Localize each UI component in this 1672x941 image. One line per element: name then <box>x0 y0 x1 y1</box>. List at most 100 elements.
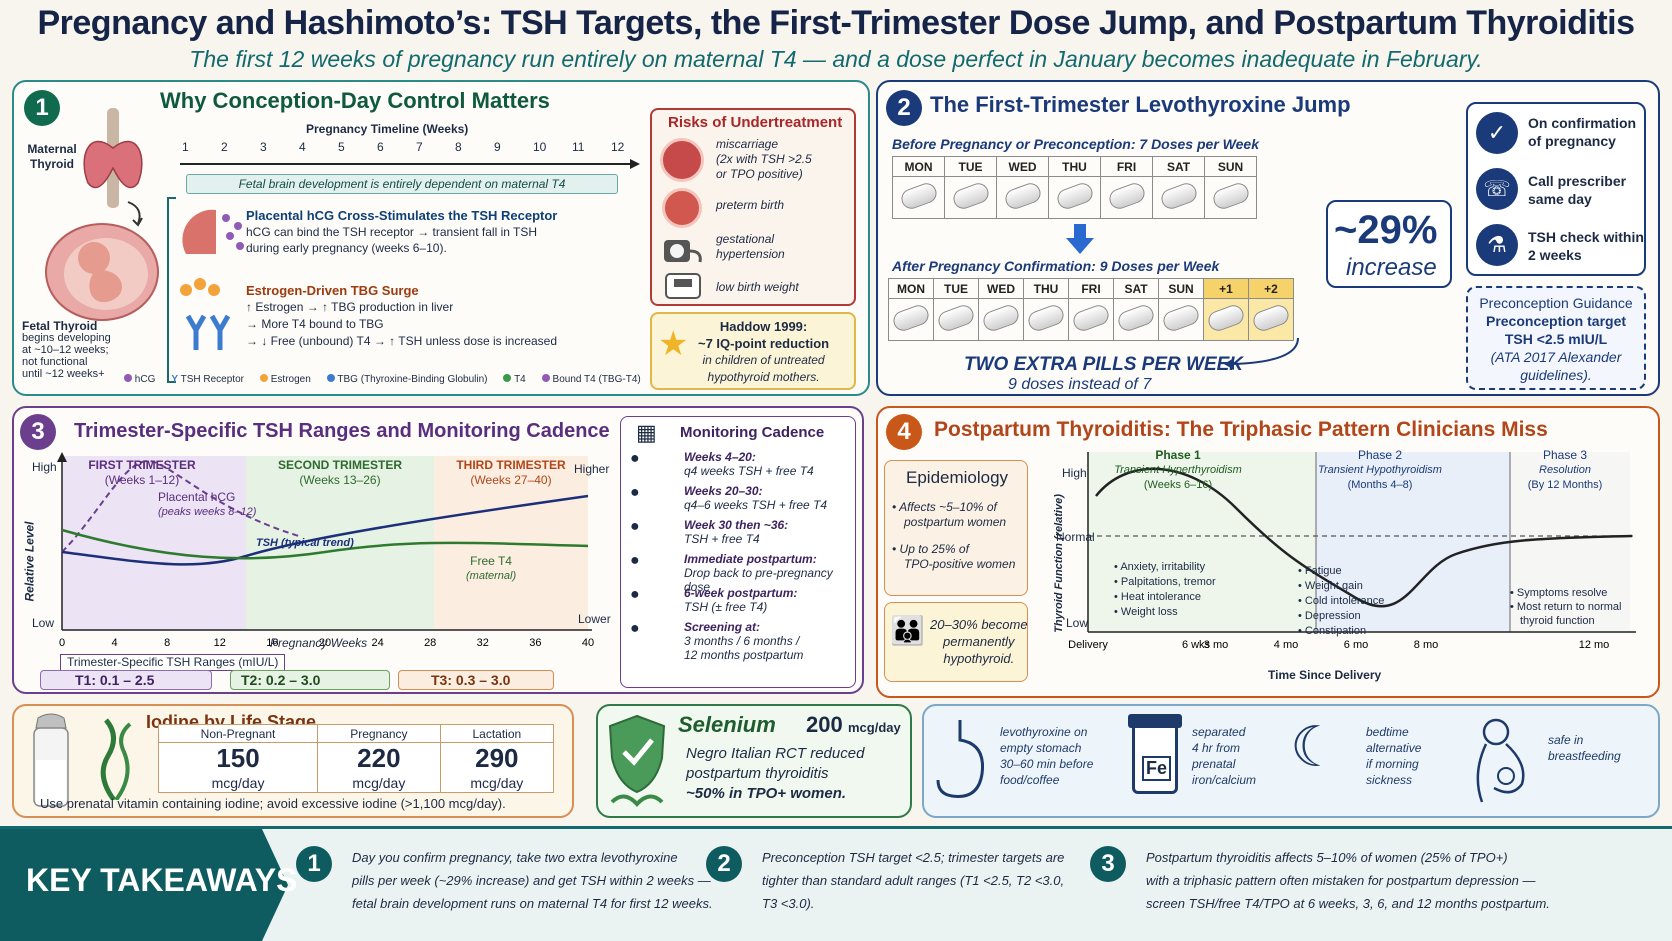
day-sat: SAT <box>1113 278 1159 299</box>
timeline-week-10: 10 <box>533 140 547 154</box>
symptom-item: • Depression <box>1298 610 1361 622</box>
pill-icon <box>1205 302 1247 334</box>
increase-label: increase <box>1346 254 1437 281</box>
after-label: After Pregnancy Confirmation: 9 Doses pe… <box>892 258 1220 274</box>
after-week-table: MON TUE WED THU FRI SAT SUN +1 +2 <box>888 278 1294 341</box>
star-icon: ★ <box>658 325 689 363</box>
t4-curve-label: Free T4 (maternal) <box>466 554 517 582</box>
selenium-unit: mcg/day <box>848 720 901 735</box>
breastfeeding-icon <box>1476 718 1525 803</box>
haddow-text: Haddow 1999: ~7 IQ-point reduction in ch… <box>698 319 830 384</box>
calendar-icon: ▦ <box>636 420 657 445</box>
p3-ylabel: Relative Level <box>22 521 37 602</box>
two-extra-label: TWO EXTRA PILLS PER WEEK <box>964 354 1244 375</box>
hypo-symptoms: • Fatigue • Weight gain • Cold intolerance… <box>1298 564 1384 639</box>
symptom-item: • Weight gain <box>1298 580 1363 592</box>
x-tick-label: 4 <box>112 637 118 649</box>
iodine-unit: mcg/day <box>439 774 555 793</box>
panel-4-title: Postpartum Thyroiditis: The Triphasic Pa… <box>934 418 1548 441</box>
symptom-item: • Constipation <box>1298 625 1367 637</box>
x-tick-label: 32 <box>477 637 489 649</box>
phone-icon: ☏ <box>1476 168 1518 210</box>
p4-high-label: High <box>1062 466 1087 480</box>
timeline-dot-icon: ● <box>630 484 640 501</box>
iodine-stage: Non-Pregnant <box>157 724 319 743</box>
hyper-symptoms: • Anxiety, irritability • Palpitations, t… <box>1114 560 1216 620</box>
epidemiology-title: Epidemiology <box>906 468 1009 487</box>
tsh-curve-label: TSH (typical trend) <box>256 537 354 549</box>
monitoring-item: Week 30 then ~36: TSH + free T4 <box>684 518 789 546</box>
day-thu: THU <box>1048 156 1101 177</box>
timeline-week-11: 11 <box>572 140 585 154</box>
takeaway-number: 2 <box>706 846 742 882</box>
monitoring-item: Weeks 4–20: q4 weeks TSH + free T4 <box>684 450 814 478</box>
timeline-week-3: 3 <box>260 140 267 154</box>
t3-range: T3: 0.3 – 3.0 <box>398 670 554 690</box>
x-tick-label: 4 mo <box>1274 639 1298 651</box>
tip-breastfeeding: safe in breastfeeding <box>1548 733 1621 763</box>
monitoring-item: Screening at: 3 months / 6 months /12 mon… <box>684 620 804 662</box>
iodine-value: 290 <box>439 742 555 774</box>
x-tick-label: 12 <box>214 637 226 649</box>
day-sat: SAT <box>1152 156 1205 177</box>
step-tsh: TSH check within 2 weeks <box>1528 229 1644 263</box>
increase-percent: ~29% <box>1334 208 1438 252</box>
x-tick-label: 6 wks <box>1182 639 1211 651</box>
timeline-dot-icon: ● <box>630 620 640 637</box>
ranges-title: Trimester-Specific TSH Ranges (mIU/L) <box>60 654 286 671</box>
panel-4-number: 4 <box>886 414 922 450</box>
timeline-axis <box>180 159 640 169</box>
p4-ylabel: Thyroid Function (relative) <box>1052 494 1065 633</box>
epi-item-1: • Affects ~5–10% of postpartum women <box>892 500 1007 529</box>
p3-higher-label: Higher <box>574 462 610 476</box>
risk-low-weight: low birth weight <box>716 280 799 294</box>
takeaway-text: Postpartum thyroiditis affects 5–10% of … <box>1146 850 1550 911</box>
p4-low-label: Low <box>1066 616 1089 630</box>
timeline-dot-icon: ● <box>630 586 640 603</box>
nine-doses-label: 9 doses instead of 7 <box>1008 376 1152 393</box>
before-label: Before Pregnancy or Preconception: 7 Dos… <box>892 136 1259 152</box>
monitoring-item: Immediate postpartum: Drop back to pre-pr… <box>684 552 833 594</box>
iodine-value: 150 <box>157 742 319 774</box>
panel-2-title: The First-Trimester Levothyroxine Jump <box>930 92 1351 117</box>
day-wed: WED <box>996 156 1049 177</box>
x-tick-label: 8 <box>164 637 170 649</box>
risk-preterm: preterm birth <box>716 198 785 212</box>
timeline-week-9: 9 <box>494 140 501 154</box>
timeline-dot-icon: ● <box>630 552 640 569</box>
hcg-curve-label: Placental hCG (peaks weeks 8–12) <box>158 490 257 518</box>
panel-1-title: Why Conception-Day Control Matters <box>160 88 550 113</box>
t2-range: T2: 0.2 – 3.0 <box>230 670 390 690</box>
iodine-stage: Lactation <box>439 724 555 743</box>
pill-icon <box>1070 302 1112 334</box>
timeline-label: Pregnancy Timeline (Weeks) <box>306 122 469 136</box>
monitoring-title: Monitoring Cadence <box>680 424 825 441</box>
fetus-uterus-icon <box>45 223 159 321</box>
timeline-week-8: 8 <box>455 140 462 154</box>
x-tick-label: Delivery <box>1068 639 1108 651</box>
increase-box <box>1326 200 1452 288</box>
takeaways-banner <box>0 829 288 941</box>
salt-shaker-icon <box>33 713 69 807</box>
x-tick-label: 36 <box>529 637 541 649</box>
monitoring-item: Weeks 20–30: q4–6 weeks TSH + free T4 <box>684 484 828 512</box>
iron-label: Fe <box>1142 756 1172 781</box>
phase2-label: Phase 2 Transient Hypothyroidism (Months 4… <box>1318 448 1442 491</box>
symptom-item: • Fatigue <box>1298 565 1342 577</box>
people-icon: 👪 <box>890 615 925 646</box>
takeaway-text: Day you confirm pregnancy, take two extr… <box>352 850 713 911</box>
step-confirm: On confirmation of pregnancy <box>1528 115 1637 149</box>
iodine-unit: mcg/day <box>157 774 319 793</box>
trimester-2-label: SECOND TRIMESTER (Weeks 13–26) <box>277 458 402 487</box>
epi-item-2: • Up to 25% of TPO-positive women <box>892 542 1016 571</box>
risk-miscarriage: miscarriage (2x with TSH >2.5 or TPO posit… <box>716 137 812 181</box>
placenta-icon <box>182 209 244 254</box>
epidemiology-box <box>884 460 1028 596</box>
day-thu: THU <box>1023 278 1069 299</box>
hcg-block: Placental hCG Cross-Stimulates the TSH R… <box>246 208 558 255</box>
timeline-dot-icon: ● <box>630 450 640 467</box>
x-tick-label: 40 <box>582 637 594 649</box>
pill-icon <box>980 302 1022 334</box>
day-tue: TUE <box>944 156 997 177</box>
